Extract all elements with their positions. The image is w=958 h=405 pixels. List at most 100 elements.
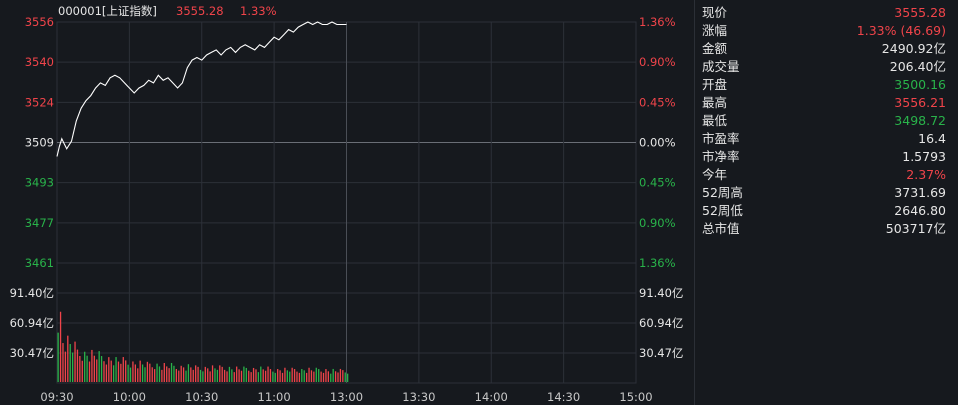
axis-labels: 3556 3540 3524 3509 3493 3477 3461 1.36% 0.90% 0.… [10,15,684,404]
volume-bar [264,370,267,382]
price-line [56,21,347,157]
intraday-chart-panel[interactable]: 3556 3540 3524 3509 3493 3477 3461 1.36% 0.90% 0.… [0,0,694,405]
time-axis-label: 11:00 [258,390,291,404]
volume-bar [163,362,165,382]
stat-label: 开盘 [702,77,728,92]
volume-bar [289,371,291,382]
stat-value: 2646.80 [894,203,946,218]
volume-bar [182,367,185,382]
stat-row: 最低 3498.72 [702,112,946,130]
pct-axis-label: 0.90% [639,216,676,230]
stat-label: 市净率 [702,149,740,164]
stat-value: 3555.28 [894,5,946,20]
price-axis-label: 3461 [25,256,54,270]
volume-bar [166,366,168,382]
stat-label: 现价 [702,5,728,20]
volume-bar [337,372,339,382]
intraday-chart[interactable]: 3556 3540 3524 3509 3493 3477 3461 1.36% 0.90% 0.… [0,0,694,405]
volume-bar [243,366,245,382]
volume-bar [347,373,349,382]
header-change-pct: 1.33% [240,4,277,18]
volume-bar [84,351,86,382]
volume-bar [151,367,153,382]
stat-label: 52周高 [702,185,743,200]
volume-bar [59,311,62,382]
stat-row: 现价 3555.28 [702,4,946,22]
volume-bar [129,367,132,382]
volume-bar [327,371,329,382]
volume-bar [207,368,209,382]
volume-bar [219,365,221,382]
volume-bar [91,349,93,382]
volume-bar [117,361,120,382]
time-axis-label: 13:30 [402,390,435,404]
volume-bar [62,343,64,382]
volume-bar [144,367,146,382]
stat-row: 成交量 206.40亿 [702,58,946,76]
volume-bar [156,363,158,382]
volume-bar [69,344,71,382]
stat-label: 金额 [702,41,728,56]
pct-axis-label: 0.45% [639,176,676,190]
volume-bar [236,366,238,382]
volume-bar [284,367,286,382]
volume-bar [250,372,252,382]
volume-bar [260,366,262,382]
volume-bar [257,372,260,382]
stat-row: 今年 2.37% [702,166,946,184]
pct-axis-label: 0.45% [639,95,676,109]
pct-axis-label: 0.00% [639,136,676,150]
stat-row: 52周低 2646.80 [702,202,946,220]
stat-row: 金额 2490.92亿 [702,40,946,58]
volume-bar [110,360,112,382]
volume-bar [334,371,337,382]
volume-bar [339,368,342,382]
volume-bar [211,365,214,382]
volume-bar [170,362,173,382]
price-axis-label: 3509 [25,136,54,150]
volume-bar [192,369,194,382]
stat-value: 2.37% [906,167,946,182]
volume-bar [93,355,95,382]
volume-bar [132,361,134,382]
stat-row: 最高 3556.21 [702,94,946,112]
volume-bar [303,370,305,382]
volume-bar [134,364,136,382]
stat-row: 52周高 3731.69 [702,184,946,202]
volume-bar [291,367,293,382]
volume-bar [122,357,124,382]
volume-bar [105,364,108,382]
chart-header: 000001[上证指数] 3555.28 1.33% [58,4,277,18]
time-axis-label: 09:30 [40,390,73,404]
volume-bar [197,366,199,382]
time-axis-label: 10:30 [185,390,218,404]
volume-bar [154,369,156,382]
volume-axis-label-right: 60.94亿 [639,316,683,330]
stat-value: 3500.16 [894,77,946,92]
volume-bar [315,367,317,382]
volume-bar [185,370,187,382]
volume-bar [149,363,151,382]
price-axis-label: 3524 [25,95,54,109]
volume-bar [301,369,303,382]
volume-bar [195,365,197,382]
volume-bar [281,372,284,382]
volume-bar [320,371,322,382]
volume-bar [100,356,103,382]
volume-bar [67,335,69,382]
stat-row: 市净率 1.5793 [702,148,946,166]
stat-row: 市盈率 16.4 [702,130,946,148]
index-name: 000001[上证指数] [58,4,157,18]
price-line-layer [56,21,347,157]
price-axis-label: 3477 [25,216,54,230]
stat-value: 2490.92亿 [881,41,946,56]
price-axis-label: 3556 [25,15,54,29]
volume-bar [293,369,296,382]
quote-stats-panel: 现价 3555.28 涨幅 1.33% (46.69) 金额 2490.92亿 成交量 206… [695,0,958,405]
volume-bar [214,368,216,382]
volume-axis-label-right: 91.40亿 [639,286,683,300]
volume-bar [81,360,83,382]
volume-bar [226,371,228,382]
volume-bar [332,368,334,382]
volume-axis-label: 91.40亿 [10,286,54,300]
